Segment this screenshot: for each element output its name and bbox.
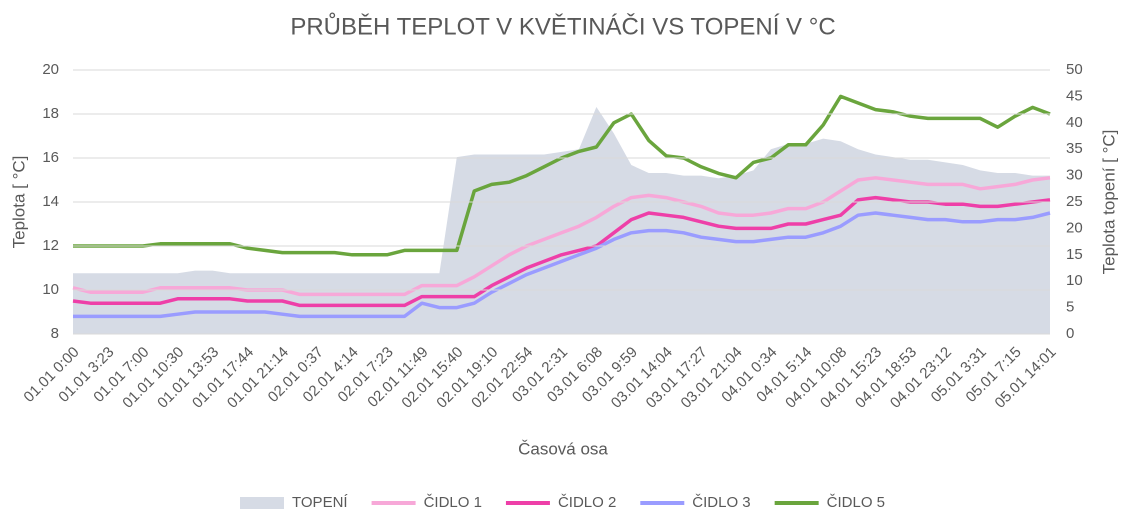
y2-tick-label: 15 [1066,246,1083,263]
grid [73,69,1050,335]
y-tick-label: 16 [42,149,59,166]
legend-label: ČIDLO 1 [424,494,482,511]
y2-tick-label: 10 [1066,272,1083,289]
legend-label: ČIDLO 5 [827,494,885,511]
y-tick-label: 18 [42,105,59,122]
y2-tick-label: 5 [1066,299,1074,316]
y2-tick-label: 30 [1066,167,1083,184]
y2-tick-label: 35 [1066,140,1083,157]
y2-tick-label: 50 [1066,61,1083,78]
x-axis-title: Časová osa [518,439,608,458]
y2-tick-label: 20 [1066,219,1083,236]
legend-swatch [240,497,284,509]
chart-title: PRŮBĚH TEPLOT V KVĚTINÁČI VS TOPENÍ V °C [290,11,835,40]
line [73,211,1051,319]
y-tick-label: 12 [42,237,59,254]
y2-axis-title: Teplota topení [ °C] [1099,130,1118,275]
y2-tick-label: 0 [1066,325,1074,342]
legend-label: ČIDLO 3 [692,494,750,511]
y-tick-label: 8 [51,325,59,342]
line [72,176,1051,297]
legend-label: ČIDLO 2 [558,494,616,511]
y-tick-label: 14 [42,193,59,210]
y-axis-title: Teplota [ °C] [9,156,28,249]
y-tick-label: 20 [42,61,59,78]
y2-tick-label: 25 [1066,193,1083,210]
area [73,106,1050,335]
y2-tick-label: 40 [1066,114,1083,131]
legend-label: TOPENÍ [292,494,348,511]
y-tick-label: 10 [42,281,59,298]
line [72,195,1051,308]
y2-tick-label: 45 [1066,87,1083,104]
